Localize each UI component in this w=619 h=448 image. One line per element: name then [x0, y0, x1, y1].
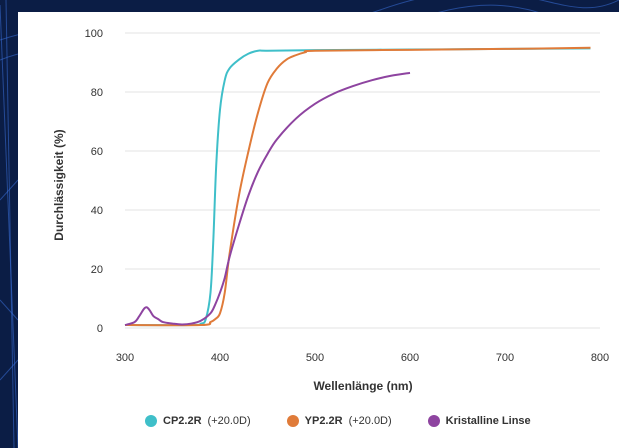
legend-swatch-cp22r [145, 415, 157, 427]
x-tick-600: 600 [401, 352, 419, 364]
x-tick-800: 800 [591, 352, 609, 364]
chart-panel [18, 12, 619, 448]
legend-suffix-cp22r: (+20.0D) [207, 415, 251, 427]
legend-label-yp22r: YP2.2R [304, 415, 343, 427]
x-tick-500: 500 [306, 352, 324, 364]
legend-swatch-kristalline-linse [427, 415, 440, 427]
y-tick-0: 0 [97, 323, 103, 335]
y-tick-40: 40 [91, 205, 103, 217]
legend-item-kristalline-linse: Kristalline Linse [427, 415, 531, 427]
x-tick-400: 400 [211, 352, 229, 364]
legend-suffix-yp22r: (+20.0D) [348, 415, 392, 427]
y-tick-100: 100 [85, 28, 103, 40]
y-tick-labels: 0 20 40 60 80 100 [85, 28, 103, 335]
y-axis-label: Durchlässigkeit (%) [52, 129, 66, 240]
legend-item-yp22r: YP2.2R (+20.0D) [286, 415, 392, 427]
x-tick-700: 700 [496, 352, 514, 364]
legend: CP2.2R (+20.0D) YP2.2R (+20.0D) Kristall… [145, 412, 531, 430]
legend-item-cp22r: CP2.2R (+20.0D) [145, 415, 251, 427]
y-tick-80: 80 [91, 87, 103, 99]
legend-label-kristalline-linse: Kristalline Linse [445, 415, 531, 427]
legend-label-cp22r: CP2.2R [163, 415, 202, 427]
series-line-kristalline-linse [124, 71, 411, 327]
x-tick-300: 300 [116, 352, 134, 364]
grid-lines [125, 32, 600, 329]
series-lines [124, 46, 591, 327]
y-tick-60: 60 [91, 146, 103, 158]
y-tick-20: 20 [91, 264, 103, 276]
x-tick-labels: 300 400 500 600 700 800 [116, 352, 609, 364]
x-axis-label: Wellenlänge (nm) [313, 379, 412, 393]
legend-swatch-yp22r [286, 415, 299, 427]
series-line-yp2-2r [124, 46, 591, 327]
series-line-cp2-2r [124, 47, 591, 327]
